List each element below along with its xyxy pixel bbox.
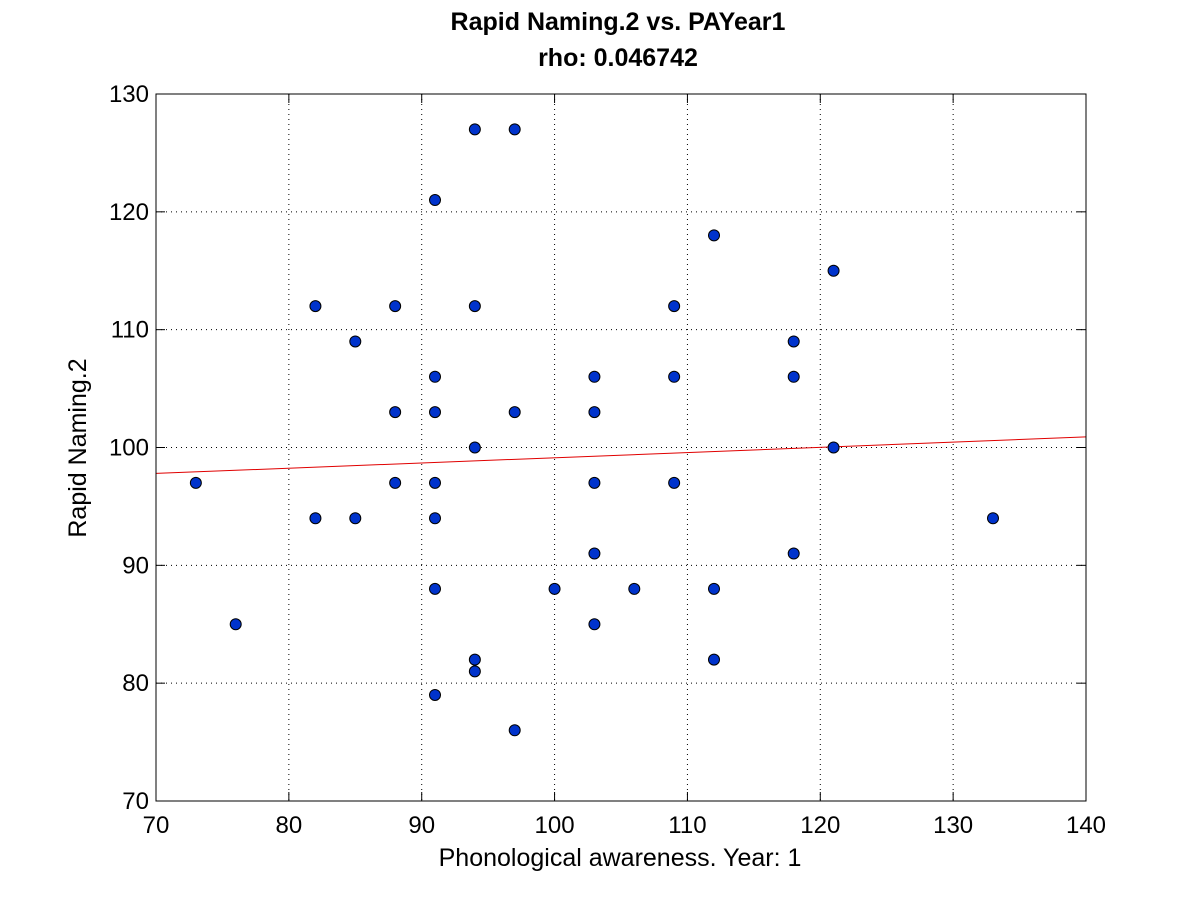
data-point — [349, 512, 362, 525]
data-point — [429, 582, 441, 595]
data-point — [508, 123, 521, 136]
data-point — [429, 512, 441, 525]
x-tick-label: 80 — [276, 812, 303, 839]
data-point — [468, 441, 481, 454]
data-point — [389, 300, 402, 313]
data-point — [309, 512, 322, 525]
data-point — [987, 512, 999, 525]
data-point — [468, 665, 481, 678]
data-point — [787, 335, 800, 348]
x-tick-label: 110 — [668, 812, 706, 839]
data-point — [429, 370, 441, 383]
data-point — [389, 406, 402, 419]
x-tick-label: 140 — [1066, 812, 1106, 839]
plot-frame — [155, 93, 1087, 802]
chart-title: Rapid Naming.2 vs. PAYear1 — [451, 8, 786, 36]
data-point — [508, 724, 521, 737]
data-point — [588, 547, 601, 560]
data-point — [827, 441, 840, 454]
data-point — [349, 335, 362, 348]
data-point — [468, 123, 481, 136]
x-tick-label: 100 — [535, 812, 575, 839]
data-point — [429, 406, 441, 419]
data-point — [668, 300, 681, 313]
y-axis-label: Rapid Naming.2 — [64, 358, 92, 537]
data-point — [668, 370, 681, 383]
data-point — [708, 582, 720, 595]
data-point — [787, 370, 800, 383]
data-point — [668, 476, 681, 489]
y-tick-labels: 70 80 90 100 110 120 130 — [109, 81, 149, 815]
x-tick-label: 130 — [933, 812, 973, 839]
data-point — [588, 618, 601, 631]
data-point — [429, 476, 441, 489]
x-tick-label: 70 — [143, 812, 170, 839]
data-point — [429, 194, 441, 207]
data-point — [588, 370, 601, 383]
y-tick-label: 130 — [109, 81, 149, 108]
data-point — [468, 300, 481, 313]
data-point — [229, 618, 242, 631]
data-point — [708, 653, 720, 666]
data-point — [708, 229, 720, 242]
x-tick-label: 90 — [408, 812, 435, 839]
data-point — [787, 547, 800, 560]
x-axis-label: Phonological awareness. Year: 1 — [439, 844, 802, 872]
data-point — [389, 476, 402, 489]
y-tick-label: 90 — [122, 552, 149, 579]
data-point — [827, 264, 840, 277]
chart-subtitle: rho: 0.046742 — [538, 44, 698, 72]
x-tick-labels: 70 80 90 100 110 120 130 140 — [143, 812, 1106, 839]
y-tick-label: 70 — [122, 788, 149, 815]
data-point — [189, 476, 202, 489]
y-tick-label: 120 — [109, 199, 149, 226]
regression-line — [155, 436, 1087, 474]
data-point — [588, 406, 601, 419]
data-point — [468, 653, 481, 666]
data-point — [628, 582, 641, 595]
y-tick-label: 110 — [111, 317, 149, 344]
data-point — [309, 300, 322, 313]
y-tick-label: 80 — [122, 670, 149, 697]
x-tick-label: 120 — [800, 812, 840, 839]
data-points — [189, 123, 999, 737]
data-point — [548, 582, 561, 595]
grid-lines — [156, 94, 1086, 801]
data-point — [508, 406, 521, 419]
data-point — [588, 476, 601, 489]
y-tick-label: 100 — [109, 435, 149, 462]
data-point — [429, 688, 441, 701]
